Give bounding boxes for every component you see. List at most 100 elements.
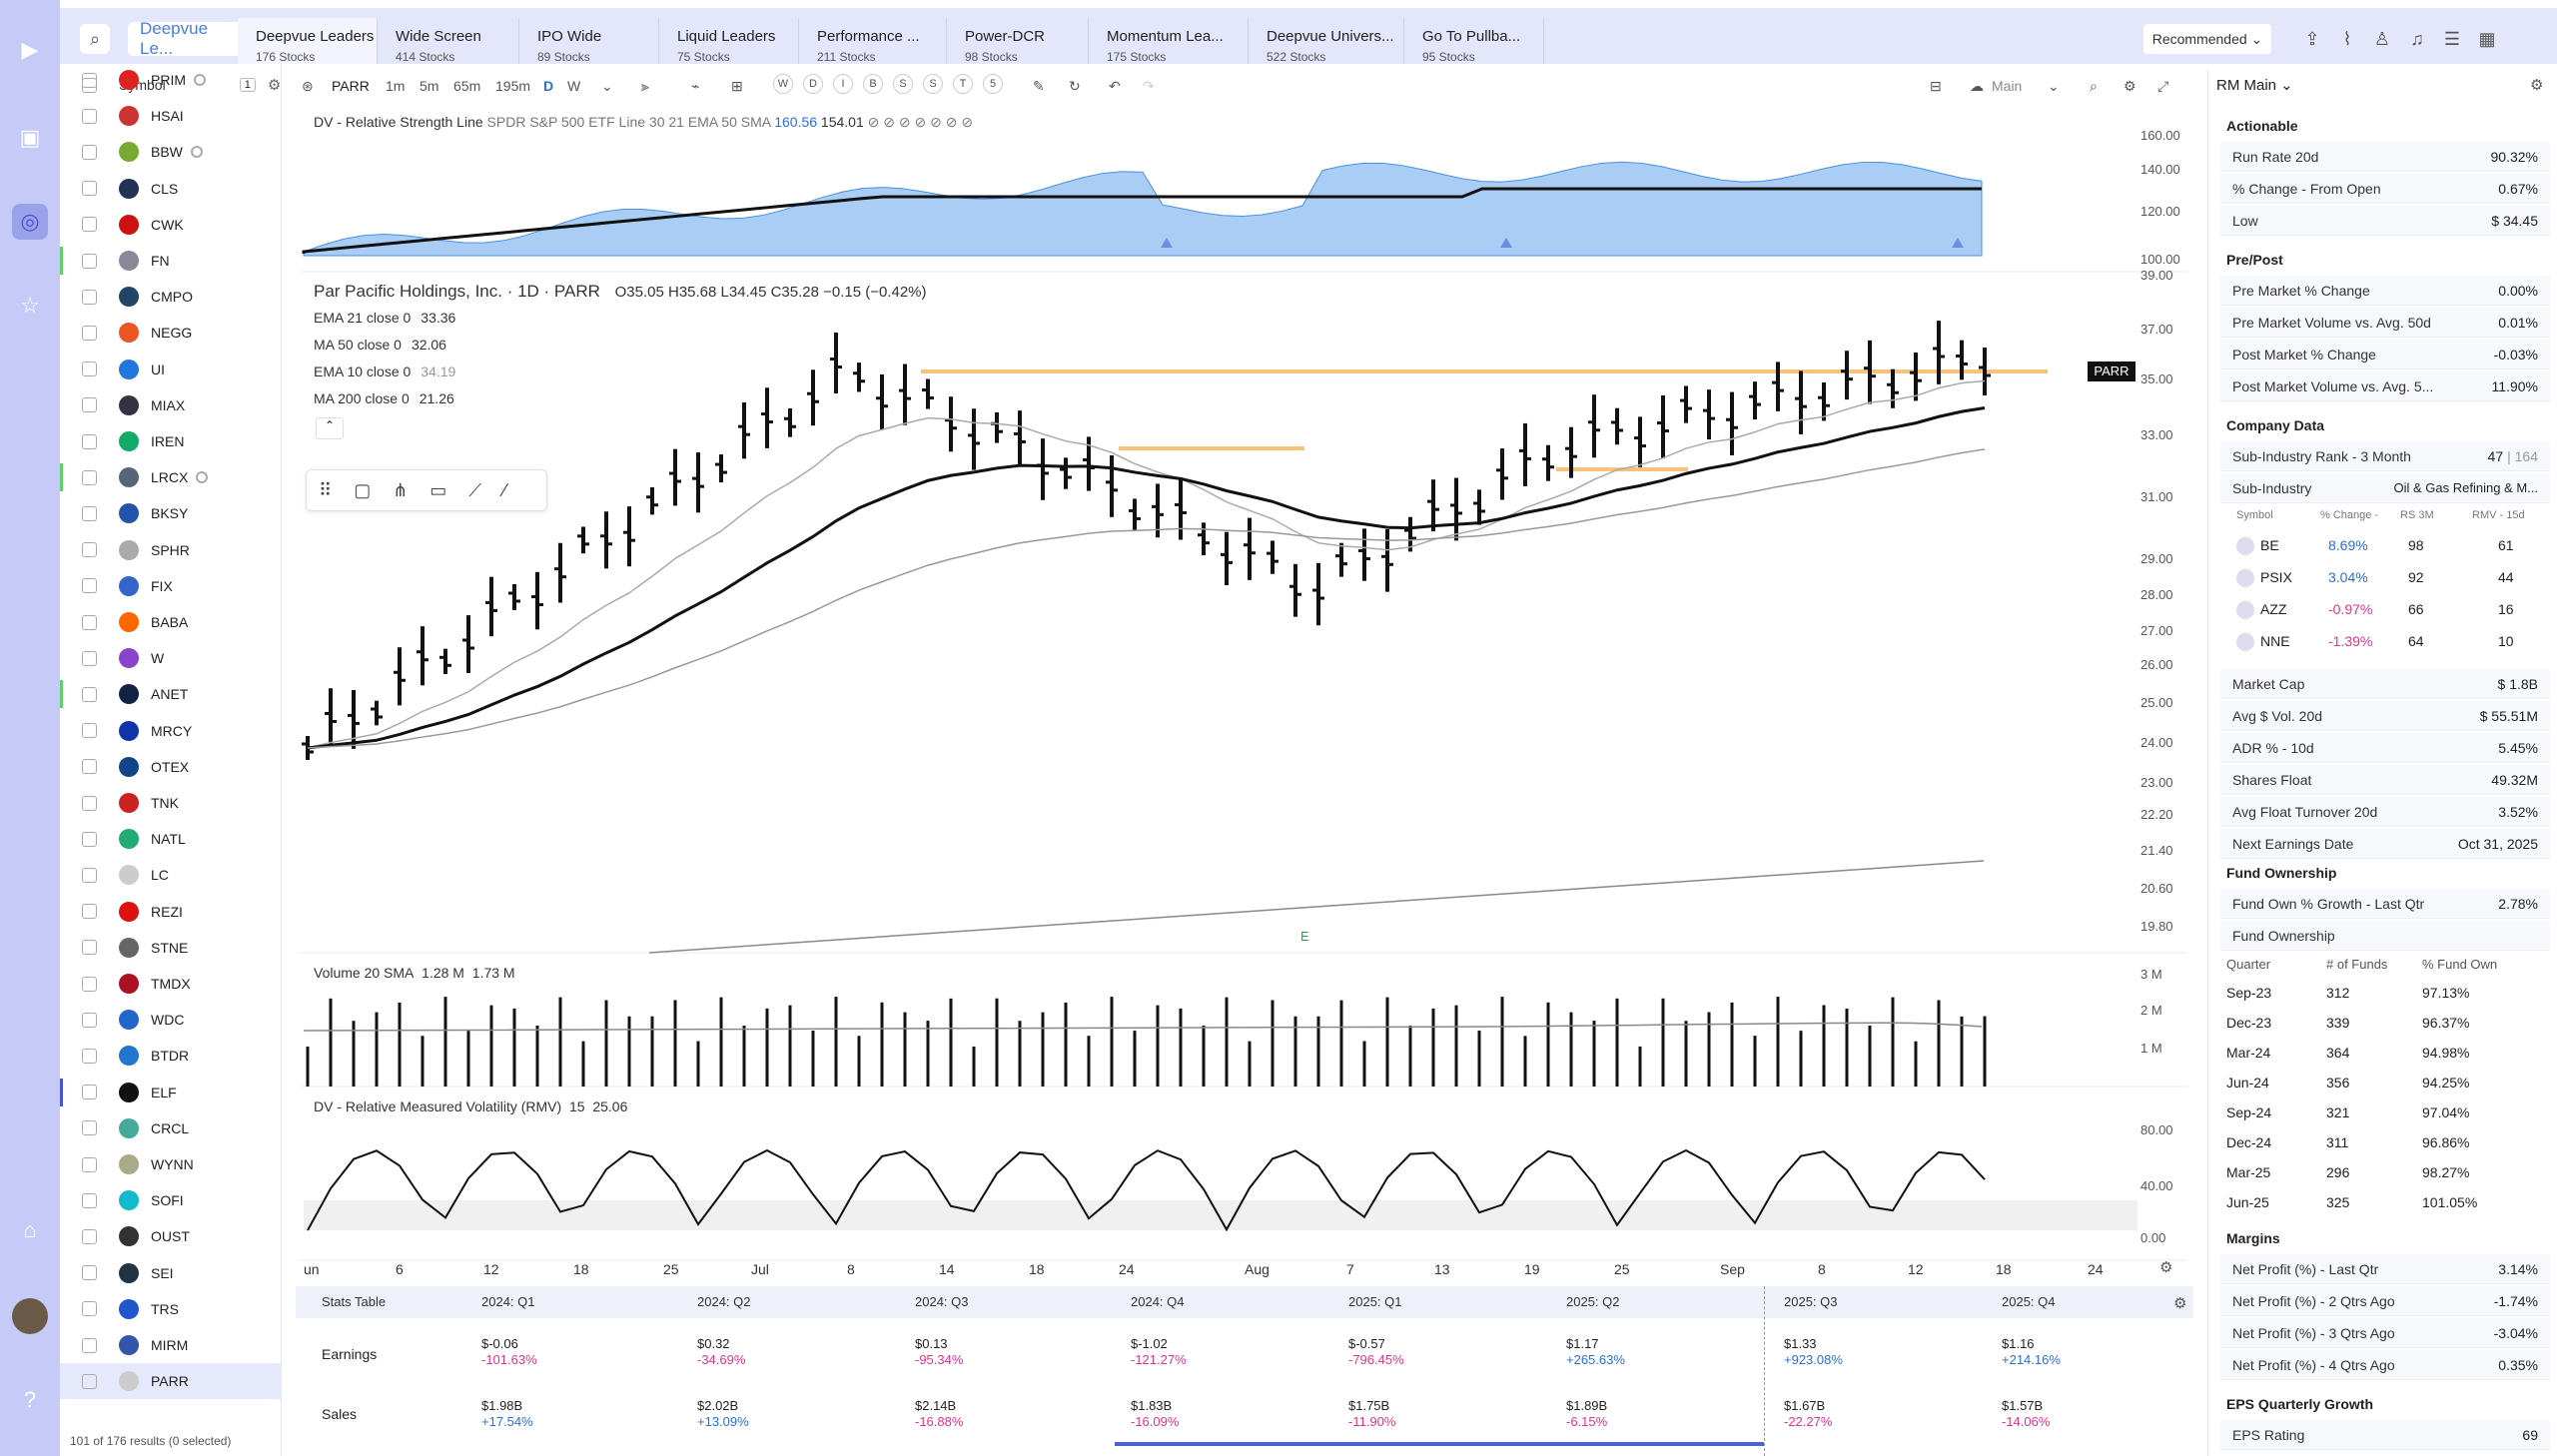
collapse-legend-button[interactable]: ⌃ bbox=[316, 417, 344, 439]
tab-5[interactable]: Power-DCR 98 Stocks bbox=[947, 18, 1089, 64]
list-item[interactable]: FN bbox=[60, 243, 282, 279]
row-checkbox[interactable] bbox=[82, 108, 97, 124]
row-checkbox[interactable] bbox=[82, 686, 97, 702]
panel-title[interactable]: RM Main ⌄ bbox=[2216, 77, 2293, 94]
list-item[interactable]: SEI bbox=[60, 1255, 282, 1291]
row-checkbox[interactable] bbox=[82, 72, 97, 88]
row-checkbox[interactable] bbox=[82, 795, 97, 811]
scan-icon[interactable]: ◎ bbox=[12, 204, 48, 240]
peer-symbol[interactable]: PSIX bbox=[2260, 569, 2292, 585]
list-item[interactable]: IREN bbox=[60, 423, 282, 459]
comment-icon[interactable]: ▭ bbox=[429, 479, 447, 500]
list-item[interactable]: BKSY bbox=[60, 495, 282, 531]
interval-button[interactable]: 5m bbox=[420, 78, 439, 94]
row-checkbox[interactable] bbox=[82, 1265, 97, 1281]
row-checkbox[interactable] bbox=[82, 362, 97, 377]
list-item[interactable]: W bbox=[60, 640, 282, 676]
row-checkbox[interactable] bbox=[82, 1085, 97, 1100]
tab-8[interactable]: Go To Pullba... 95 Stocks bbox=[1404, 18, 1544, 64]
cloud-icon[interactable]: ☁ bbox=[1970, 77, 1984, 94]
section-prepost[interactable]: Pre/Post bbox=[2226, 252, 2283, 268]
sub-industry[interactable]: Sub-Industry Oil & Gas Refining & M... bbox=[2220, 473, 2550, 503]
list-item[interactable]: BABA bbox=[60, 604, 282, 640]
section-company[interactable]: Company Data bbox=[2226, 417, 2325, 433]
row-checkbox[interactable] bbox=[82, 469, 97, 485]
list-item[interactable]: NEGG bbox=[60, 315, 282, 351]
peer-symbol[interactable]: AZZ bbox=[2260, 601, 2287, 617]
tab-7[interactable]: Deepvue Univers... 522 Stocks bbox=[1249, 18, 1404, 64]
undo-icon[interactable]: ↶ bbox=[1109, 77, 1121, 94]
bell-icon[interactable]: ♫ bbox=[2410, 28, 2424, 49]
search-icon[interactable]: ⌕ bbox=[80, 24, 110, 54]
interval-button[interactable]: W bbox=[567, 78, 581, 94]
help-icon[interactable]: ? bbox=[23, 1387, 37, 1412]
share-icon[interactable]: ⇪ bbox=[2304, 28, 2320, 49]
line-icon[interactable]: ⁄ bbox=[502, 479, 506, 500]
list-item[interactable]: SOFI bbox=[60, 1182, 282, 1218]
row-checkbox[interactable] bbox=[82, 831, 97, 847]
dropdown-icon[interactable]: ⌄ bbox=[601, 77, 613, 94]
fib-icon[interactable]: ⋔ bbox=[393, 479, 409, 500]
person-icon[interactable]: ♙ bbox=[2373, 28, 2391, 49]
row-checkbox[interactable] bbox=[82, 289, 97, 305]
sort-select[interactable]: Recommended ⌄ bbox=[2143, 24, 2271, 54]
section-eps[interactable]: EPS Quarterly Growth bbox=[2226, 1396, 2374, 1412]
row-checkbox[interactable] bbox=[82, 1120, 97, 1136]
list-item[interactable]: CRCL bbox=[60, 1110, 282, 1146]
row-checkbox[interactable] bbox=[82, 1192, 97, 1208]
drag-handle-icon[interactable]: ⠿ bbox=[319, 479, 333, 500]
row-checkbox[interactable] bbox=[82, 578, 97, 594]
interval-button[interactable]: 65m bbox=[453, 78, 481, 94]
layout-name[interactable]: Main bbox=[1992, 78, 2023, 94]
gear-icon[interactable]: ⚙ bbox=[2530, 77, 2544, 94]
redo-icon[interactable]: ↷ bbox=[1143, 77, 1155, 94]
list-item[interactable]: LC bbox=[60, 857, 282, 893]
study-toggle[interactable]: T bbox=[953, 74, 973, 94]
list-item[interactable]: ANET bbox=[60, 676, 282, 712]
row-checkbox[interactable] bbox=[82, 1156, 97, 1172]
list-item[interactable]: TRS bbox=[60, 1291, 282, 1327]
row-checkbox[interactable] bbox=[82, 940, 97, 956]
section-margins[interactable]: Margins bbox=[2226, 1230, 2280, 1246]
list-icon[interactable]: ☰ bbox=[2443, 28, 2461, 49]
ticker-label[interactable]: PARR bbox=[332, 78, 370, 94]
list-item[interactable]: BBW bbox=[60, 134, 282, 170]
list-item[interactable]: MRCY bbox=[60, 713, 282, 749]
row-checkbox[interactable] bbox=[82, 433, 97, 449]
indicator-icon[interactable]: ⫸ bbox=[641, 77, 649, 94]
tab-2[interactable]: IPO Wide 89 Stocks bbox=[519, 18, 659, 64]
list-item[interactable]: BTDR bbox=[60, 1038, 282, 1074]
chevron-down-icon[interactable]: ⌄ bbox=[2048, 77, 2060, 94]
row-checkbox[interactable] bbox=[82, 325, 97, 341]
layout-icon[interactable]: ⊞ bbox=[731, 77, 743, 94]
refresh-icon[interactable]: ↻ bbox=[1069, 77, 1081, 94]
stats-scrollbar[interactable] bbox=[1115, 1442, 1764, 1446]
list-item[interactable]: NATL bbox=[60, 821, 282, 857]
list-item[interactable]: CMPO bbox=[60, 279, 282, 315]
list-item[interactable]: LRCX bbox=[60, 459, 282, 495]
list-item[interactable]: MIAX bbox=[60, 387, 282, 423]
study-toggle[interactable]: B bbox=[863, 74, 883, 94]
list-item[interactable]: WDC bbox=[60, 1002, 282, 1038]
row-checkbox[interactable] bbox=[82, 217, 97, 233]
study-toggle[interactable]: S bbox=[893, 74, 913, 94]
list-item[interactable]: FIX bbox=[60, 568, 282, 604]
list-item[interactable]: MIRM bbox=[60, 1327, 282, 1363]
row-checkbox[interactable] bbox=[82, 1301, 97, 1317]
chart-icon[interactable]: ⌇ bbox=[2342, 28, 2352, 49]
tab-4[interactable]: Performance ... 211 Stocks bbox=[799, 18, 947, 64]
learn-icon[interactable]: ⌂ bbox=[23, 1217, 37, 1242]
study-toggle[interactable]: W bbox=[773, 74, 793, 94]
row-checkbox[interactable] bbox=[82, 181, 97, 197]
zoom-icon[interactable]: ⌕ bbox=[2090, 77, 2098, 94]
fullscreen-icon[interactable]: ⤢ bbox=[2157, 77, 2169, 94]
interval-button[interactable]: 195m bbox=[495, 78, 531, 94]
list-item[interactable]: UI bbox=[60, 352, 282, 387]
row-checkbox[interactable] bbox=[82, 505, 97, 521]
row-checkbox[interactable] bbox=[82, 253, 97, 269]
study-toggle[interactable]: 5 bbox=[983, 74, 1003, 94]
avatar[interactable] bbox=[12, 1298, 48, 1334]
row-checkbox[interactable] bbox=[82, 542, 97, 558]
row-checkbox[interactable] bbox=[82, 1012, 97, 1028]
gear-icon[interactable]: ⚙ bbox=[2173, 1295, 2187, 1312]
